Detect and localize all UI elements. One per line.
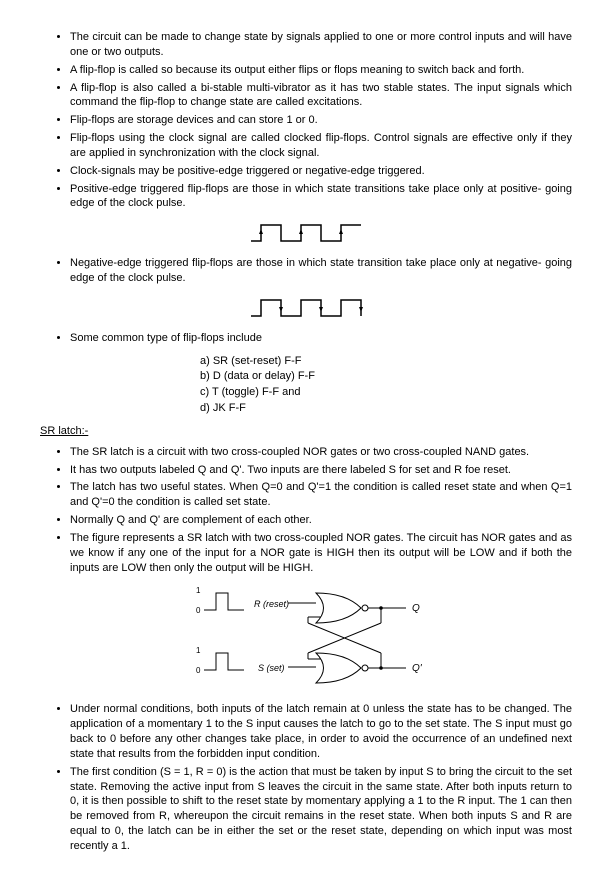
svg-text:0: 0 [196,666,201,675]
type-item: c) T (toggle) F-F and [200,385,572,400]
positive-edge-diagram [40,219,572,252]
bullet-item: The SR latch is a circuit with two cross… [70,445,572,460]
type-item: b) D (data or delay) F-F [200,369,572,384]
types-list: a) SR (set-reset) F-F b) D (data or dela… [200,354,572,416]
bullet-item: The first condition (S = 1, R = 0) is th… [70,765,572,854]
neg-edge-icon [246,294,366,322]
sr-latch-diagram: 1 0 R (reset) 1 0 S (set) Q Q' [40,583,572,698]
bullet-item: The figure represents a SR latch with tw… [70,531,572,576]
svg-text:1: 1 [196,586,201,595]
bullet-item: The latch has two useful states. When Q=… [70,480,572,510]
type-item: a) SR (set-reset) F-F [200,354,572,369]
svg-text:1: 1 [196,646,201,655]
intro-bullets: The circuit can be made to change state … [40,30,572,211]
r-label: R (reset) [254,599,289,609]
s-label: S (set) [258,663,285,673]
bullet-item: Clock-signals may be positive-edge trigg… [70,164,572,179]
bullet-item: A flip-flop is called so because its out… [70,63,572,78]
q-label: Q [412,603,420,614]
bullet-item: Negative-edge triggered flip-flops are t… [70,256,572,286]
negative-edge-diagram [40,294,572,327]
bullet-item: Positive-edge triggered flip-flops are t… [70,182,572,212]
bullet-item: Flip-flops are storage devices and can s… [70,113,572,128]
bullet-item: It has two outputs labeled Q and Q'. Two… [70,463,572,478]
bullet-item: The circuit can be made to change state … [70,30,572,60]
sr-bullets-1: The SR latch is a circuit with two cross… [40,445,572,576]
bullet-item: Flip-flops using the clock signal are ca… [70,131,572,161]
type-item: d) JK F-F [200,401,572,416]
qp-label: Q' [412,663,423,674]
bullet-item: Under normal conditions, both inputs of … [70,702,572,761]
bullet-item: Normally Q and Q' are complement of each… [70,513,572,528]
sr-latch-title: SR latch:- [40,424,572,439]
neg-edge-bullet: Negative-edge triggered flip-flops are t… [40,256,572,286]
bullet-item: Some common type of flip-flops include [70,331,572,346]
pos-edge-icon [246,219,366,247]
types-bullet: Some common type of flip-flops include [40,331,572,346]
bullet-item: A flip-flop is also called a bi-stable m… [70,81,572,111]
sr-latch-icon: 1 0 R (reset) 1 0 S (set) Q Q' [166,583,446,693]
svg-text:0: 0 [196,606,201,615]
sr-bullets-2: Under normal conditions, both inputs of … [40,702,572,853]
